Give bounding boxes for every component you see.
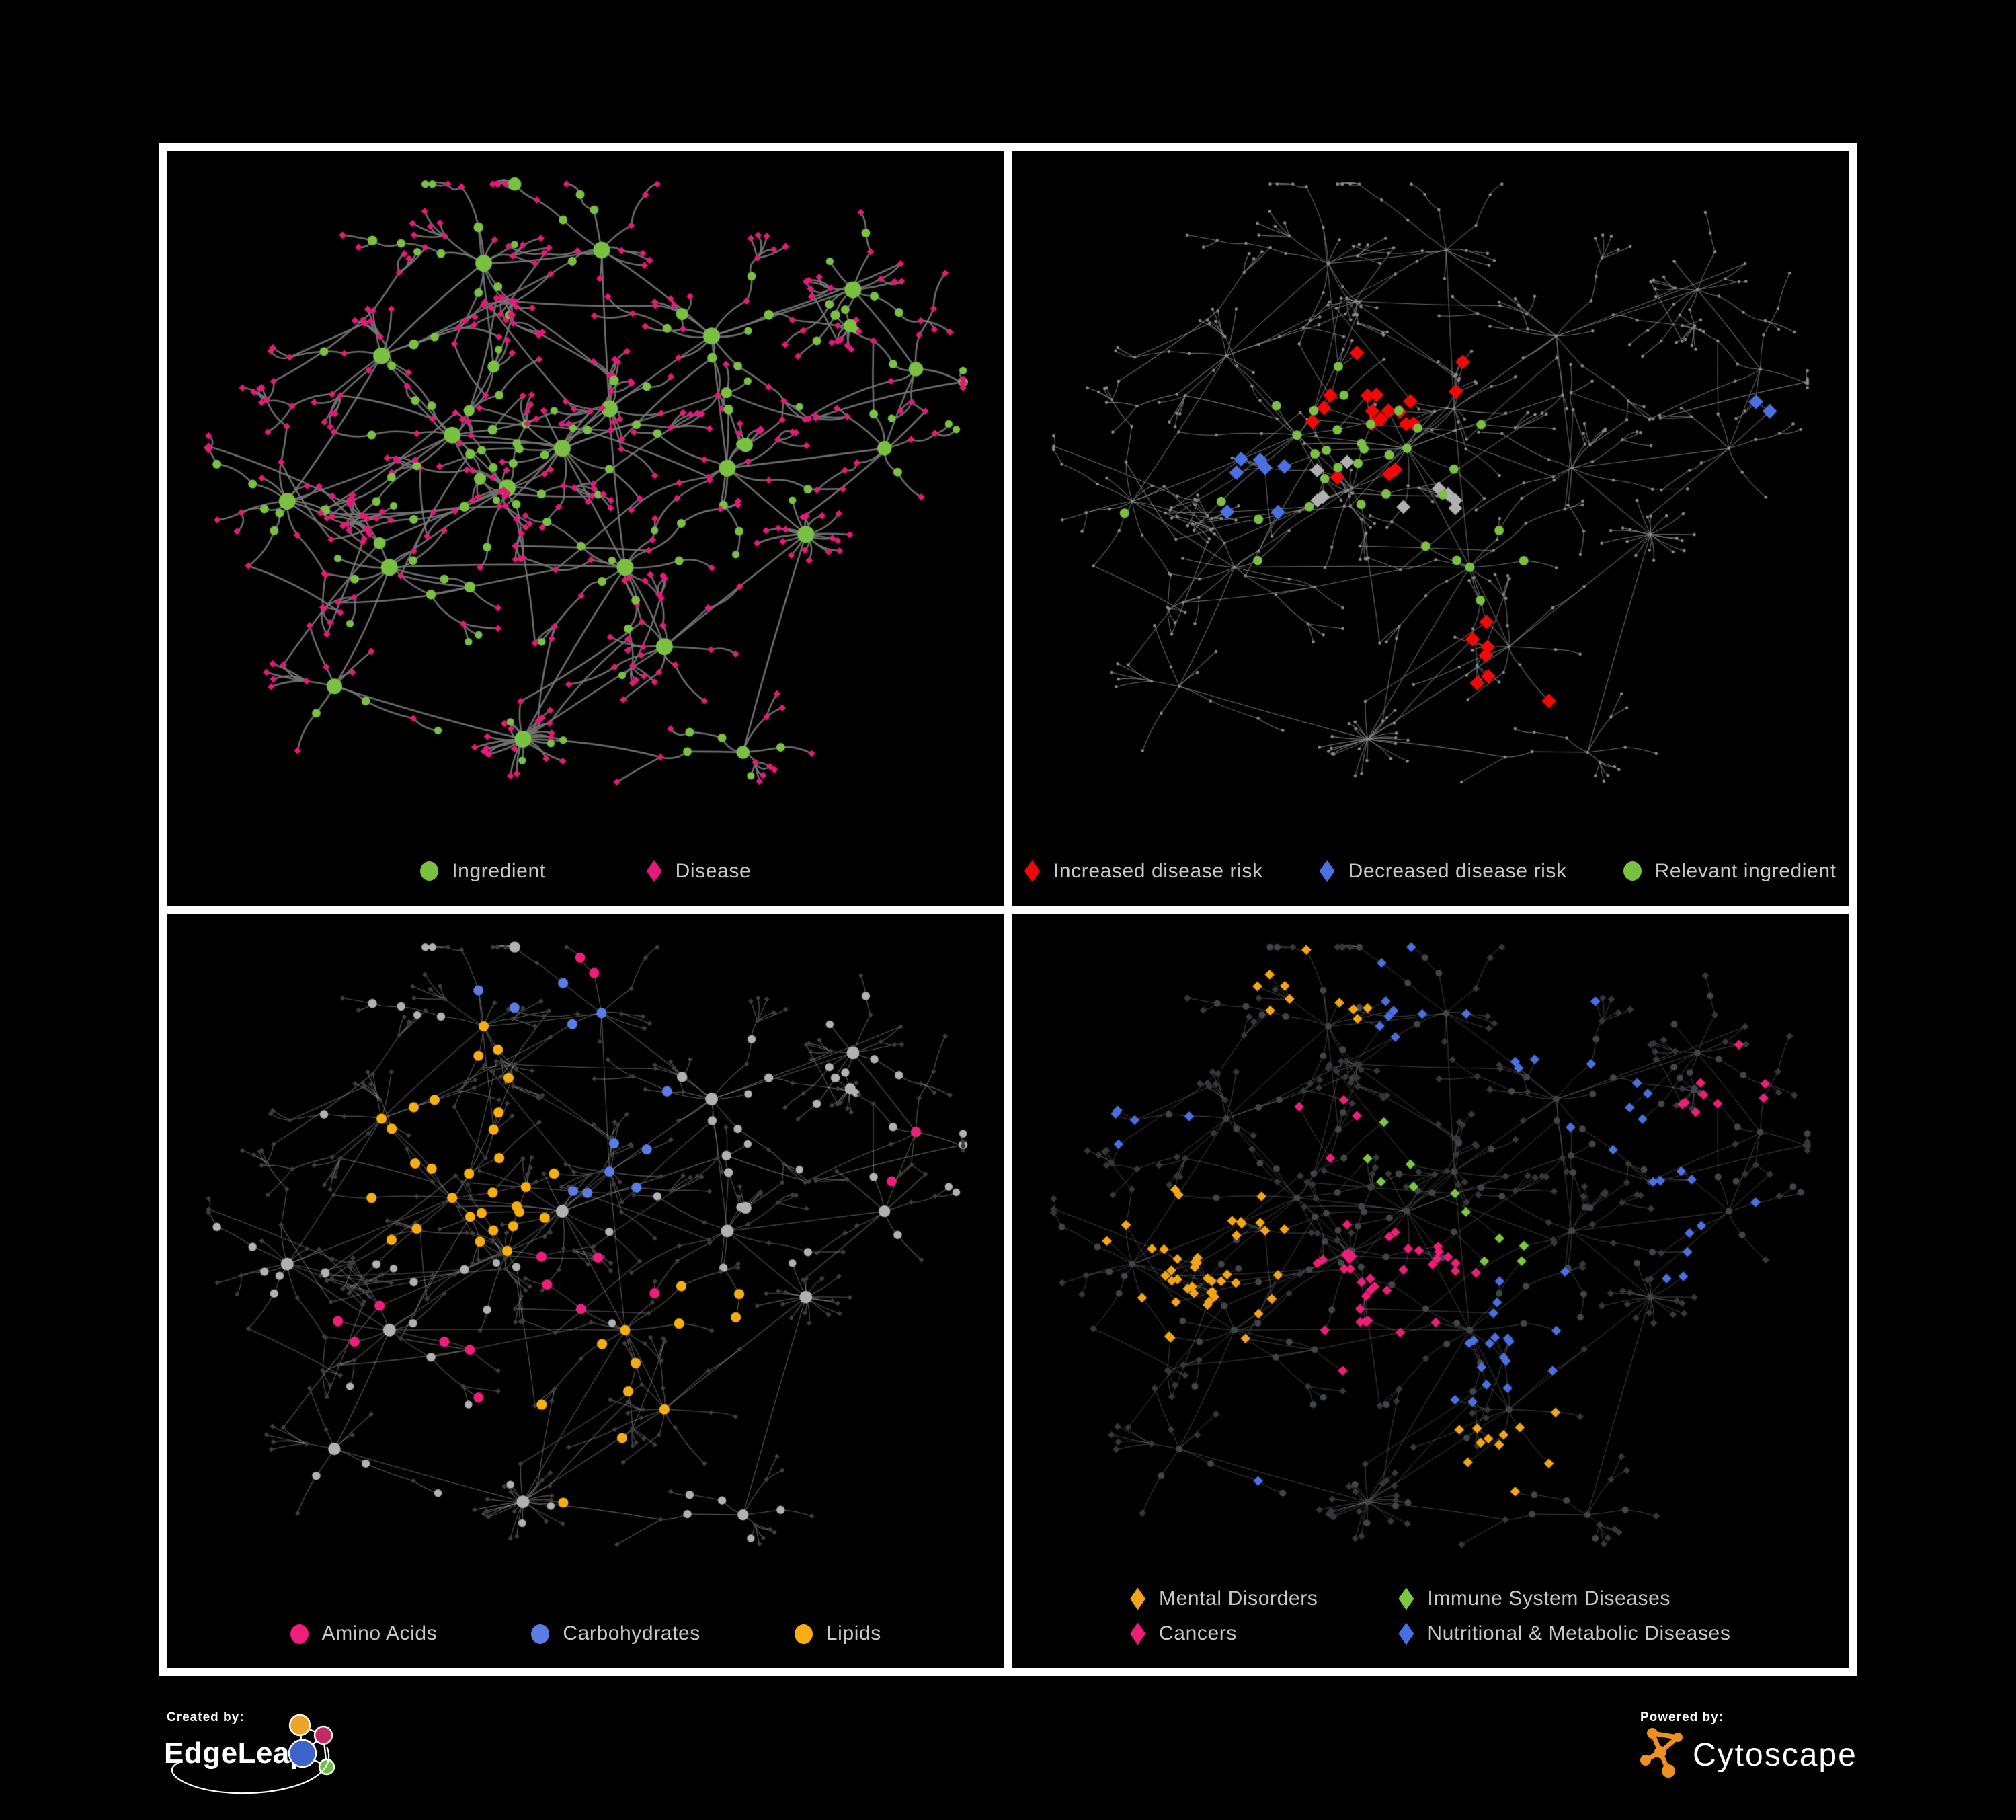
ingredient-disease-network-canvas (167, 151, 1004, 906)
panel-ingredient-disease: Ingredient Disease (167, 151, 1004, 906)
disease-risk-network-canvas (1012, 151, 1849, 906)
edgeleap-swoosh (171, 1746, 329, 1794)
panel-disease-categories: Mental Disorders Immune System Diseases Ca… (1012, 913, 1849, 1668)
panel-nutrient-classes: Amino Acids Carbohydrates Lipids (167, 913, 1004, 1668)
edgeleap-logo: Created by: EdgeLeap (164, 1710, 335, 1794)
edgeleap-wordmark: EdgeLeap (164, 1737, 308, 1770)
created-by-credit: Created by: EdgeLeap (161, 1705, 350, 1809)
powered-by-label: Powered by: (1640, 1710, 1724, 1725)
figure-grid: Ingredient Disease Increased disease risk… (159, 143, 1857, 1676)
nutrient-class-network-canvas (167, 913, 1004, 1668)
cytoscape-logo: Powered by: Cytoscape (1640, 1710, 1857, 1778)
powered-by-credit: Powered by: Cytoscape (1635, 1705, 1857, 1789)
disease-category-network-canvas (1012, 913, 1849, 1668)
edgeleap-network-glyph (288, 1714, 335, 1776)
cytoscape-wordmark: Cytoscape (1693, 1737, 1857, 1773)
panel-disease-risk: Increased disease risk Decreased disease … (1012, 151, 1849, 906)
cytoscape-icon (1640, 1728, 1683, 1778)
created-by-label: Created by: (167, 1710, 245, 1725)
